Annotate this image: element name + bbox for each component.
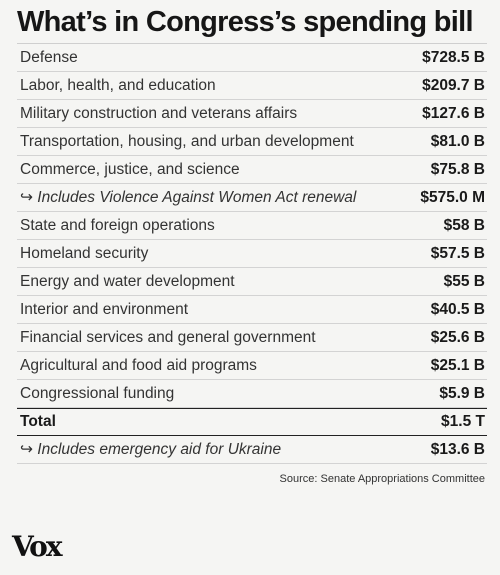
row-label: ↪ Includes emergency aid for Ukraine bbox=[20, 441, 282, 458]
row-label: Congressional funding bbox=[20, 384, 175, 402]
source-note: Source: Senate Appropriations Committee bbox=[279, 473, 485, 485]
table-row: Congressional funding $5.9 B bbox=[17, 380, 487, 408]
row-value: $25.6 B bbox=[430, 328, 485, 346]
table-row: Transportation, housing, and urban devel… bbox=[17, 128, 487, 156]
row-value: $728.5 B bbox=[422, 48, 485, 66]
vox-logo: Vox bbox=[12, 530, 63, 563]
table-row: Interior and environment $40.5 B bbox=[17, 296, 487, 324]
row-label: Defense bbox=[20, 48, 78, 66]
table-row: Financial services and general governmen… bbox=[17, 324, 487, 352]
row-label: Labor, health, and education bbox=[20, 76, 216, 94]
table-row: Agricultural and food aid programs $25.1… bbox=[17, 352, 487, 380]
row-value: $127.6 B bbox=[422, 104, 485, 122]
page-title: What’s in Congress’s spending bill bbox=[17, 6, 474, 38]
table-row-subitem: ↪ Includes Violence Against Women Act re… bbox=[17, 184, 487, 212]
table-row: Labor, health, and education $209.7 B bbox=[17, 72, 487, 100]
row-value: $55 B bbox=[443, 272, 485, 290]
table-row: Military construction and veterans affai… bbox=[17, 100, 487, 128]
row-value: $209.7 B bbox=[422, 76, 485, 94]
row-value: $40.5 B bbox=[430, 300, 485, 318]
row-label: Interior and environment bbox=[20, 300, 189, 318]
row-value: $13.6 B bbox=[430, 440, 485, 458]
row-label: Agricultural and food aid programs bbox=[20, 356, 257, 374]
total-label: Total bbox=[20, 413, 56, 430]
table-row: Commerce, justice, and science $75.8 B bbox=[17, 156, 487, 184]
row-value: $81.0 B bbox=[430, 132, 485, 150]
table-row: Defense $728.5 B bbox=[17, 44, 487, 72]
total-row: Total $1.5 T bbox=[17, 408, 487, 436]
row-value: $57.5 B bbox=[430, 244, 485, 262]
row-label: Financial services and general governmen… bbox=[20, 328, 316, 346]
row-value: $58 B bbox=[443, 216, 485, 234]
table-row: State and foreign operations $58 B bbox=[17, 212, 487, 240]
row-value: $75.8 B bbox=[430, 160, 485, 178]
spending-table: Defense $728.5 B Labor, health, and educ… bbox=[17, 43, 487, 485]
row-label: State and foreign operations bbox=[20, 216, 215, 234]
total-value: $1.5 T bbox=[441, 413, 485, 430]
row-value: $25.1 B bbox=[430, 356, 485, 374]
table-row: Homeland security $57.5 B bbox=[17, 240, 487, 268]
row-value: $5.9 B bbox=[439, 384, 485, 402]
row-label: Homeland security bbox=[20, 244, 149, 262]
row-label: Energy and water development bbox=[20, 272, 235, 290]
table-row-subitem: ↪ Includes emergency aid for Ukraine $13… bbox=[17, 436, 487, 464]
row-label: Military construction and veterans affai… bbox=[20, 104, 298, 122]
row-label: ↪ Includes Violence Against Women Act re… bbox=[20, 189, 357, 206]
row-label: Transportation, housing, and urban devel… bbox=[20, 132, 354, 150]
table-row: Energy and water development $55 B bbox=[17, 268, 487, 296]
row-label: Commerce, justice, and science bbox=[20, 160, 240, 178]
row-value: $575.0 M bbox=[420, 188, 485, 206]
